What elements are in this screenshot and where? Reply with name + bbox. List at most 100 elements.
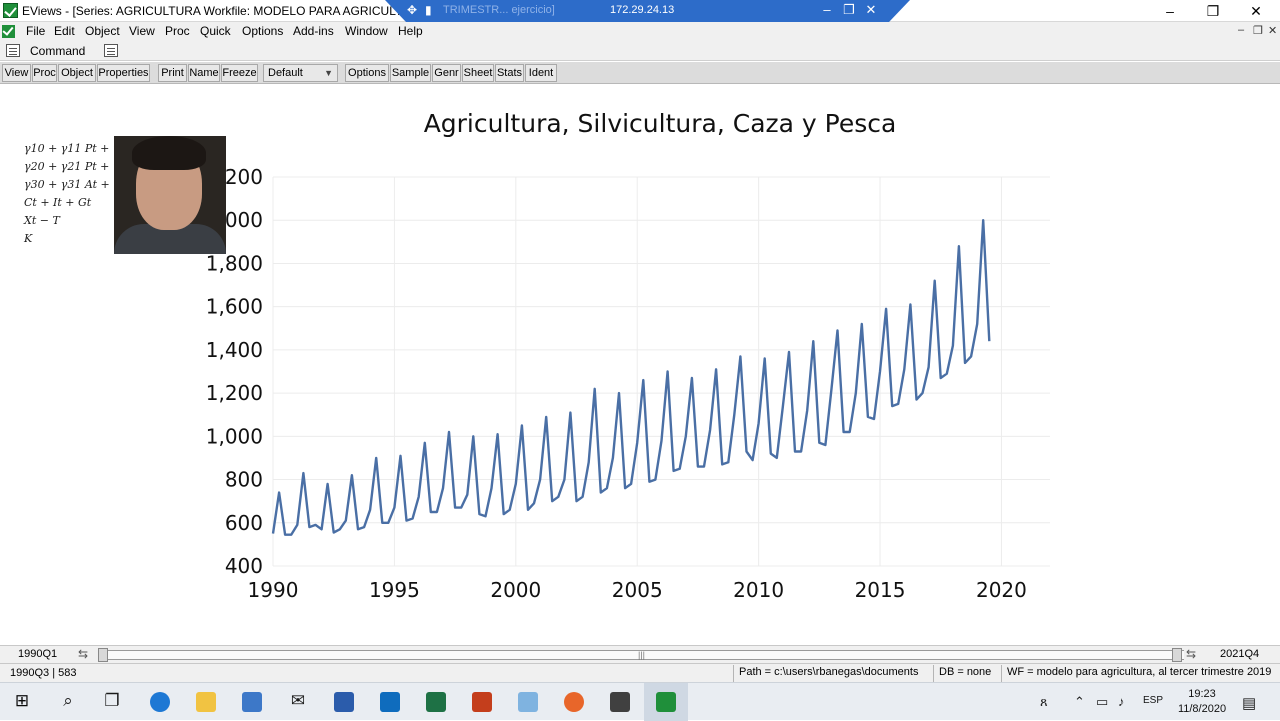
- close-button[interactable]: ✕: [1250, 3, 1262, 19]
- line-chart[interactable]: 4006008001,0001,2001,4001,6001,8002,0002…: [0, 85, 1280, 645]
- child-restore-button[interactable]: ❐: [1253, 25, 1263, 37]
- range-left-arrows-icon[interactable]: ⇆: [78, 647, 89, 661]
- menu-proc[interactable]: Proc: [165, 24, 190, 38]
- menu-object[interactable]: Object: [85, 24, 120, 38]
- calculator-icon[interactable]: [610, 692, 630, 712]
- range-start-handle[interactable]: [98, 648, 108, 662]
- file-explorer-icon[interactable]: [196, 692, 216, 712]
- menu-edit[interactable]: Edit: [54, 24, 75, 38]
- webcam-overlay: γ10 + γ11 Pt + γ γ20 + γ21 Pt + γ γ30 + …: [22, 136, 226, 254]
- store-icon[interactable]: [242, 692, 262, 712]
- people-icon[interactable]: ጸ: [1040, 694, 1048, 709]
- stats-button[interactable]: Stats: [495, 64, 524, 82]
- status-bar: 1990Q3 | 583 Path = c:\users\rbanegas\do…: [0, 663, 1280, 682]
- remote-close-button[interactable]: ✕: [865, 2, 877, 17]
- capture-window-icon[interactable]: [104, 44, 118, 57]
- formula-line-2: γ20 + γ21 Pt + γ: [24, 160, 120, 173]
- word-icon[interactable]: [334, 692, 354, 712]
- pin-icon[interactable]: ✥: [407, 3, 418, 17]
- clock-time: 19:23: [1188, 688, 1216, 700]
- excel-icon[interactable]: [426, 692, 446, 712]
- outlook-icon[interactable]: [380, 692, 400, 712]
- chevron-down-icon: ▼: [324, 68, 333, 78]
- volume-icon[interactable]: ♪: [1118, 694, 1125, 709]
- formula-line-3: γ30 + γ31 At +: [24, 178, 110, 191]
- freeze-button[interactable]: Freeze: [221, 64, 258, 82]
- restore-button[interactable]: ❐: [1206, 3, 1220, 19]
- minimize-button[interactable]: –: [1166, 3, 1174, 19]
- graph-template-select[interactable]: Default ▼: [263, 64, 338, 82]
- range-track[interactable]: [98, 650, 1184, 660]
- x-tick-label: 1995: [369, 578, 420, 602]
- series-graph[interactable]: Agricultura, Silvicultura, Caza y Pesca …: [0, 85, 1280, 645]
- y-tick-label: 1,400: [206, 338, 263, 362]
- sample-range-bar: 1990Q1 ⇆ ||| ⇆ 2021Q4: [0, 645, 1280, 663]
- x-tick-label: 1990: [248, 578, 299, 602]
- clock[interactable]: 19:23 11/8/2020: [1168, 687, 1236, 717]
- x-tick-label: 2010: [733, 578, 784, 602]
- network-icon[interactable]: ▭: [1096, 694, 1109, 709]
- formula-line-5: Xt − T: [24, 214, 60, 227]
- command-window-icon[interactable]: [6, 44, 20, 57]
- menu-file[interactable]: File: [26, 24, 46, 38]
- signal-icon: ▮: [425, 3, 432, 17]
- print-button[interactable]: Print: [158, 64, 187, 82]
- remote-connection-bar[interactable]: ✥ ▮ TRIMESTR... ejercicio] 172.29.24.13 …: [385, 0, 910, 22]
- mail-icon[interactable]: ✉: [290, 691, 306, 710]
- remote-ghost-text: TRIMESTR... ejercicio]: [443, 4, 555, 16]
- windows-start-icon[interactable]: ⊞: [14, 691, 30, 710]
- remote-minimize-button[interactable]: –: [823, 2, 831, 17]
- child-close-button[interactable]: ✕: [1268, 25, 1278, 37]
- sample-button[interactable]: Sample: [390, 64, 431, 82]
- x-tick-label: 2005: [612, 578, 663, 602]
- task-view-icon[interactable]: ❐: [104, 691, 120, 710]
- properties-button[interactable]: Properties: [97, 64, 150, 82]
- menu-options[interactable]: Options: [242, 24, 284, 38]
- search-icon[interactable]: ⌕: [63, 691, 73, 710]
- eviews-taskbar-icon[interactable]: [656, 692, 676, 712]
- child-minimize-button[interactable]: –: [1238, 24, 1245, 36]
- name-button[interactable]: Name: [188, 64, 220, 82]
- proc-button[interactable]: Proc: [32, 64, 57, 82]
- language-indicator[interactable]: ESP: [1143, 695, 1164, 706]
- chevron-up-icon[interactable]: ⌃: [1074, 694, 1085, 709]
- series-window-icon[interactable]: [2, 25, 15, 38]
- graph-template-value: Default: [268, 67, 303, 79]
- menu-quick[interactable]: Quick: [200, 24, 231, 38]
- grid: [272, 176, 1050, 567]
- window-title: EViews - [Series: AGRICULTURA Workfile: …: [22, 4, 428, 18]
- notifications-icon[interactable]: ▤: [1242, 695, 1257, 712]
- remote-restore-button[interactable]: ❐: [843, 2, 855, 17]
- menu-add-ins[interactable]: Add-ins: [293, 24, 334, 38]
- presenter-hair: [132, 136, 206, 170]
- options-button[interactable]: Options: [345, 64, 389, 82]
- range-right-arrows-icon[interactable]: ⇆: [1186, 647, 1197, 661]
- series-line-agricultura: [271, 219, 991, 536]
- range-grip-icon[interactable]: |||: [638, 650, 646, 660]
- powerpoint-icon[interactable]: [472, 692, 492, 712]
- x-tick-label: 2000: [490, 578, 541, 602]
- remote-desktop-icon[interactable]: [518, 692, 538, 712]
- edge-browser-icon[interactable]: [150, 692, 170, 712]
- presenter-video: [114, 136, 226, 254]
- menu-window[interactable]: Window: [345, 24, 388, 38]
- firefox-icon[interactable]: [564, 692, 584, 712]
- command-bar: Command: [0, 41, 1280, 61]
- object-button[interactable]: Object: [58, 64, 96, 82]
- formula-line-4: Ct + It + Gt: [24, 196, 92, 209]
- menu-help[interactable]: Help: [398, 24, 423, 38]
- status-selection: 1990Q3 | 583: [10, 667, 77, 679]
- menu-bar: File Edit Object View Proc Quick Options…: [0, 22, 1280, 41]
- chart-title: Agricultura, Silvicultura, Caza y Pesca: [423, 109, 897, 138]
- object-toolbar: View Proc Object Properties Print Name F…: [0, 62, 1280, 84]
- x-tick-label: 2020: [976, 578, 1027, 602]
- view-button[interactable]: View: [2, 64, 31, 82]
- menu-view[interactable]: View: [129, 24, 155, 38]
- command-label[interactable]: Command: [30, 44, 86, 58]
- y-tick-label: 1,000: [206, 424, 263, 448]
- genr-button[interactable]: Genr: [432, 64, 461, 82]
- range-end-handle[interactable]: [1172, 648, 1182, 662]
- eviews-app-icon: [3, 3, 18, 18]
- ident-button[interactable]: Ident: [525, 64, 557, 82]
- sheet-button[interactable]: Sheet: [462, 64, 494, 82]
